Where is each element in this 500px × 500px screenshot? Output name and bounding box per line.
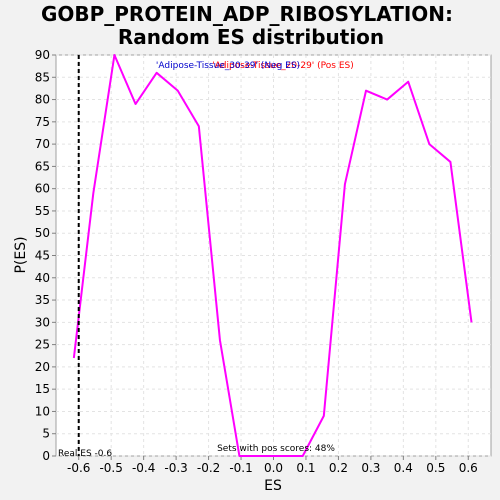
- y-tick-label: 70: [35, 137, 50, 151]
- x-tick-label: -0.5: [99, 461, 122, 475]
- x-tick-label: 0.3: [361, 461, 380, 475]
- x-tick-label: -0.3: [164, 461, 187, 475]
- x-tick-label: -0.6: [67, 461, 90, 475]
- y-tick-label: 60: [35, 182, 50, 196]
- y-tick-label: 25: [35, 338, 50, 352]
- x-tick-label: -0.1: [229, 461, 252, 475]
- y-tick-label: 50: [35, 226, 50, 240]
- y-tick-label: 30: [35, 315, 50, 329]
- legend-pos-label: 'Adipose-Tissue_20-29' (Pos ES): [212, 61, 353, 71]
- y-axis: 0 5 10 15 20 25 30 35 40 45 50 55 60 65 70 75 80 85 90: [35, 48, 56, 463]
- x-tick-label: 0.0: [264, 461, 283, 475]
- x-axis: -0.6 -0.5 -0.4 -0.3 -0.2 -0.1 0.0 0.1 0.2 0.3 0.4 0…: [67, 456, 478, 475]
- real-es-label: Real ES -0.6: [58, 449, 112, 459]
- y-tick-label: 65: [35, 159, 50, 173]
- y-tick-label: 20: [35, 360, 50, 374]
- chart-title-line2: Random ES distribution: [118, 25, 384, 49]
- x-tick-label: -0.4: [132, 461, 155, 475]
- y-tick-label: 45: [35, 249, 50, 263]
- x-tick-label: 0.5: [426, 461, 445, 475]
- x-tick-label: 0.2: [329, 461, 348, 475]
- y-tick-label: 35: [35, 293, 50, 307]
- y-tick-label: 5: [42, 427, 50, 441]
- x-tick-label: 0.6: [459, 461, 478, 475]
- y-tick-label: 75: [35, 115, 50, 129]
- legend-neg-label: 'Adipose-Tissue_30-39' (Neg ES): [156, 61, 300, 71]
- grid: [56, 54, 491, 457]
- legend: 'Adipose-Tissue_20-29' (Pos ES) 'Adipose…: [156, 61, 354, 71]
- y-tick-label: 0: [42, 449, 50, 463]
- y-tick-label: 80: [35, 93, 50, 107]
- y-tick-label: 90: [35, 48, 50, 62]
- x-tick-label: -0.2: [197, 461, 220, 475]
- y-tick-label: 55: [35, 204, 50, 218]
- x-tick-label: 0.1: [296, 461, 315, 475]
- y-axis-title: P(ES): [13, 236, 29, 273]
- chart-title-line1: GOBP_PROTEIN_ADP_RIBOSYLATION:: [41, 2, 453, 26]
- y-tick-label: 40: [35, 271, 50, 285]
- series-line: [72, 54, 473, 457]
- y-tick-label: 85: [35, 70, 50, 84]
- x-axis-title: ES: [264, 478, 282, 494]
- x-tick-label: 0.4: [394, 461, 413, 475]
- pos-scores-annotation: Sets with pos scores: 48%: [217, 444, 335, 454]
- y-tick-label: 10: [35, 404, 50, 418]
- y-tick-label: 15: [35, 382, 50, 396]
- series: [72, 54, 473, 457]
